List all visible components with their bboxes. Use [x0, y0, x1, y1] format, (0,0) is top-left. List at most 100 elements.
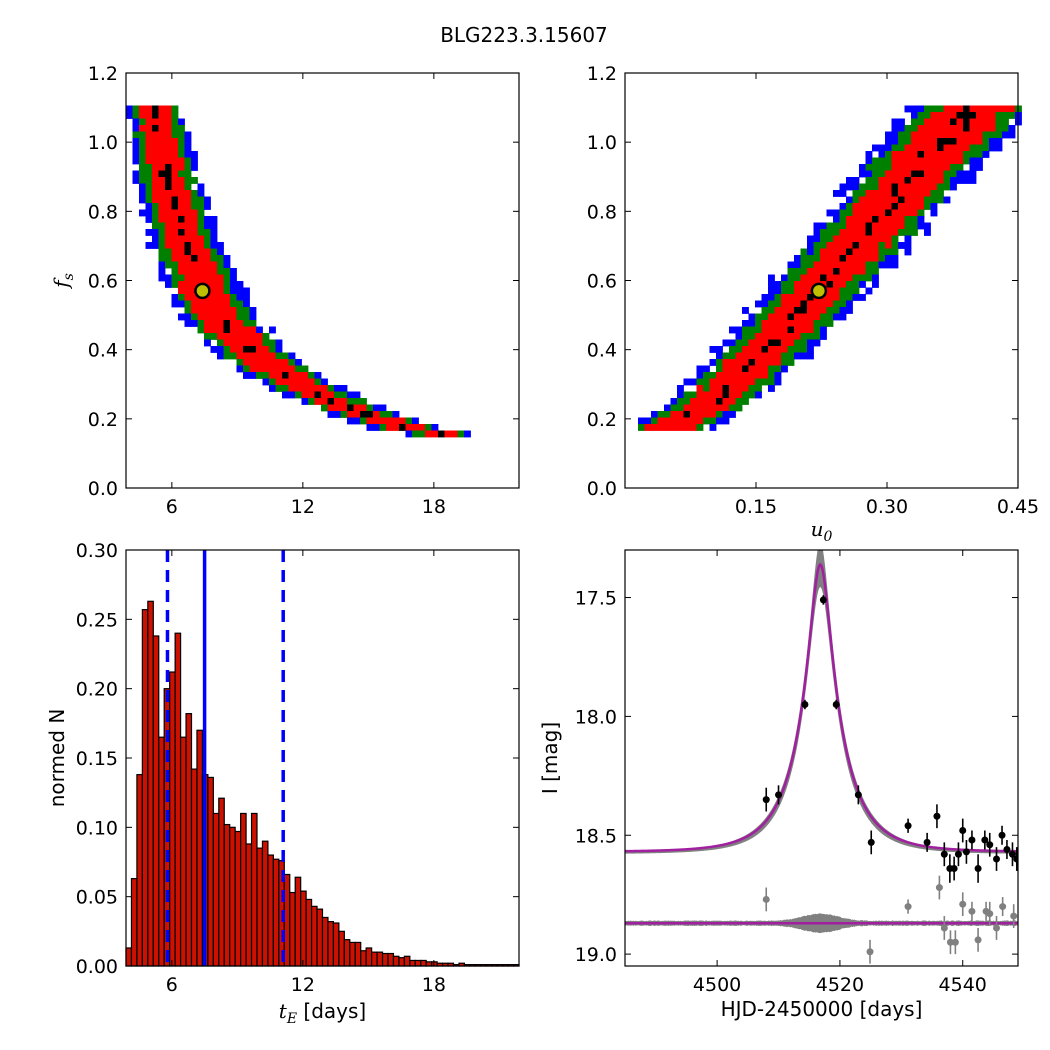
density-cell — [969, 157, 977, 165]
density-cell — [275, 385, 283, 392]
density-cell — [696, 404, 704, 412]
density-cell — [386, 424, 393, 431]
y-tick-label: 0.6 — [587, 271, 617, 293]
density-cell — [995, 112, 1003, 119]
x-tick-label: 12 — [291, 974, 315, 996]
density-cell — [217, 268, 224, 275]
density-cell — [223, 320, 231, 327]
density-cell — [165, 118, 172, 126]
density-cell — [755, 333, 762, 340]
density-cell — [839, 216, 847, 223]
density-cell — [158, 118, 166, 126]
density-cell — [885, 242, 892, 249]
density-cell — [859, 248, 866, 256]
density-cell — [859, 209, 866, 217]
density-cell — [269, 378, 276, 386]
density-cell — [826, 300, 834, 308]
density-cell — [321, 404, 328, 412]
density-cell — [774, 281, 782, 288]
y-tick-label: 18.0 — [575, 706, 617, 728]
density-cell — [761, 320, 769, 327]
density-cell — [373, 424, 380, 431]
density-cell — [282, 365, 289, 373]
density-cell — [833, 287, 840, 295]
hist-bar — [398, 957, 405, 967]
density-cell — [197, 242, 205, 249]
hist-bar — [152, 635, 160, 967]
density-cell — [165, 203, 172, 210]
density-cell — [197, 183, 205, 191]
density-cell — [664, 417, 671, 425]
density-cell — [969, 144, 977, 152]
density-cell — [781, 294, 788, 301]
hist-bar — [371, 951, 378, 967]
density-cell — [917, 216, 925, 223]
density-cell — [904, 164, 912, 171]
density-cell — [878, 242, 886, 249]
density-cell — [937, 151, 944, 158]
density-cell — [139, 112, 146, 119]
density-cell — [800, 339, 808, 347]
density-cell — [729, 339, 736, 347]
density-cell — [865, 242, 873, 249]
density-cell — [644, 417, 652, 425]
density-cell — [807, 307, 814, 314]
density-cell — [217, 255, 224, 262]
density-cell — [204, 294, 211, 301]
density-cell — [768, 365, 775, 373]
density-cell — [911, 209, 918, 217]
density-cell — [197, 235, 205, 243]
residual-point — [959, 900, 967, 908]
density-cell — [820, 235, 827, 243]
density-cell — [696, 398, 704, 405]
density-cell — [217, 287, 224, 295]
density-cell — [943, 157, 951, 165]
density-cell — [236, 352, 244, 360]
density-cell — [846, 248, 853, 256]
density-cell — [924, 138, 931, 145]
density-cell — [768, 385, 775, 392]
density-cell — [249, 372, 257, 379]
hist-bar — [414, 959, 422, 967]
density-cell — [132, 170, 140, 178]
density-cell — [210, 255, 218, 262]
density-cell — [690, 378, 697, 386]
density-cell — [859, 196, 866, 204]
density-cell — [184, 209, 192, 217]
density-cell — [145, 157, 153, 165]
density-cell — [878, 170, 886, 178]
density-cell — [891, 248, 899, 256]
density-cell — [859, 235, 866, 243]
density-cell — [184, 196, 192, 204]
density-cell — [761, 313, 769, 321]
density-cell — [898, 183, 905, 191]
density-cell — [152, 209, 159, 217]
density-cell — [696, 391, 704, 399]
density-cell — [418, 424, 426, 431]
density-cell — [184, 294, 192, 301]
density-cell — [885, 196, 892, 204]
density-cell — [334, 385, 341, 392]
density-cell — [438, 430, 445, 438]
density-cell — [204, 261, 211, 269]
residual-point — [974, 936, 982, 944]
density-cell — [781, 320, 788, 327]
hist-bar — [349, 941, 356, 967]
density-cell — [839, 274, 847, 282]
density-cell — [677, 385, 684, 392]
hist-bar — [360, 950, 367, 967]
density-cell — [217, 281, 224, 288]
density-cell — [191, 209, 198, 217]
density-cell — [878, 203, 886, 210]
density-cell — [917, 131, 925, 139]
density-cell — [833, 294, 840, 301]
density-cell — [904, 144, 912, 152]
density-cell — [709, 417, 717, 425]
y-tick-label: 0.6 — [88, 271, 118, 293]
panel-lightcurve: 4500 4520 4540 17.5 18.0 18.5 19.0 I [mag] HJD-2… — [538, 549, 1019, 1021]
density-cell — [865, 222, 873, 230]
density-cell — [794, 352, 801, 360]
density-cell — [210, 287, 218, 295]
x-tick-label: 18 — [422, 974, 446, 996]
density-cell — [794, 274, 801, 282]
